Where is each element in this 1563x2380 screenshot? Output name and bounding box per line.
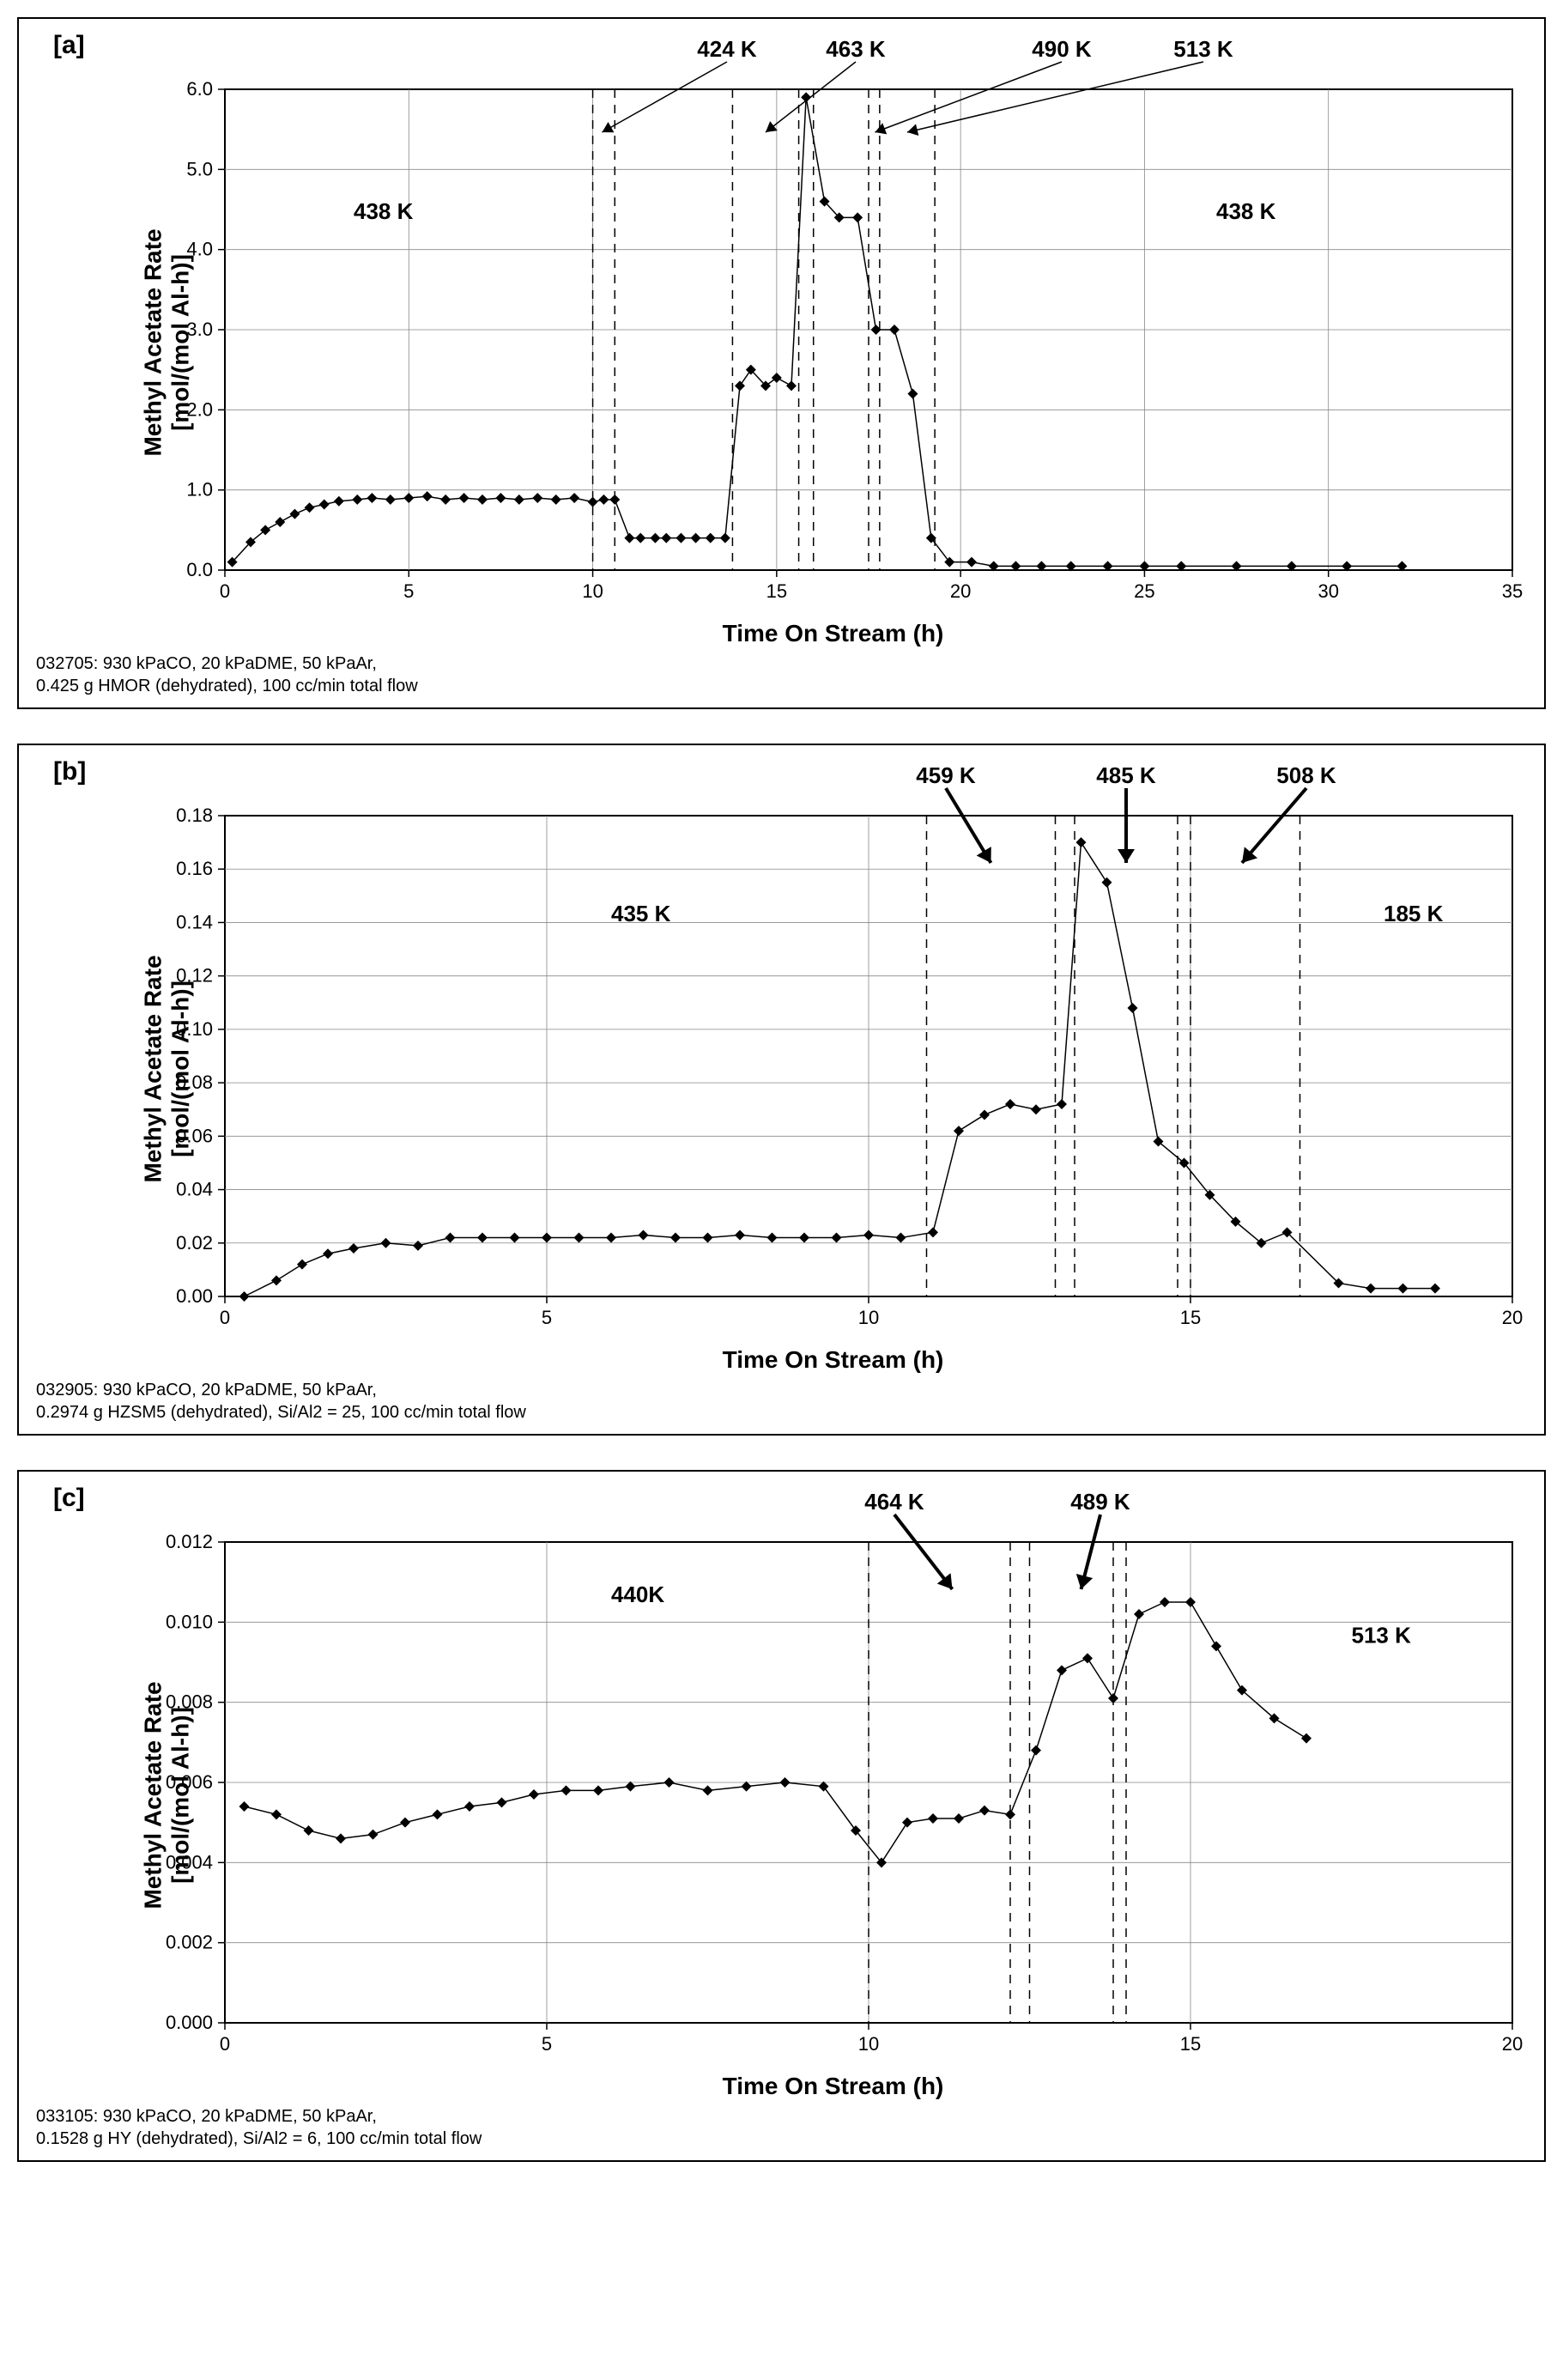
y-axis-title-c: Methyl Acetate Rate [mol/(mol Al-h)] <box>140 1681 195 1909</box>
svg-text:513 K: 513 K <box>1173 38 1233 62</box>
panel-label-b: [b] <box>53 757 86 786</box>
svg-text:5: 5 <box>542 1307 552 1328</box>
svg-text:463 K: 463 K <box>826 38 886 62</box>
svg-text:5: 5 <box>403 580 414 602</box>
svg-text:35: 35 <box>1502 580 1523 602</box>
svg-text:424 K: 424 K <box>697 38 757 62</box>
svg-text:485 K: 485 K <box>1096 764 1156 788</box>
chart-c: 0.0000.0020.0040.0060.0080.0100.01205101… <box>148 1491 1530 2066</box>
svg-text:15: 15 <box>1180 1307 1201 1328</box>
svg-text:0.02: 0.02 <box>176 1232 213 1254</box>
caption-a: 032705: 930 kPaCO, 20 kPaDME, 50 kPaAr,0… <box>36 653 1518 697</box>
svg-text:15: 15 <box>1180 2033 1201 2055</box>
panel-label-c: [c] <box>53 1484 85 1513</box>
svg-text:0.00: 0.00 <box>176 1285 213 1307</box>
y-axis-title-line1: Methyl Acetate Rate <box>140 955 167 1182</box>
svg-text:5: 5 <box>542 2033 552 2055</box>
svg-text:508 K: 508 K <box>1276 764 1336 788</box>
svg-text:6.0: 6.0 <box>186 78 213 100</box>
y-axis-title-a: Methyl Acetate Rate [mol/(mol Al-h)] <box>140 228 195 456</box>
svg-text:0.14: 0.14 <box>176 911 213 932</box>
x-axis-title-b: Time On Stream (h) <box>148 1346 1518 1374</box>
svg-text:440K: 440K <box>611 1582 664 1607</box>
svg-text:0.000: 0.000 <box>166 2012 213 2033</box>
svg-text:15: 15 <box>766 580 787 602</box>
panel-a: [a] Methyl Acetate Rate [mol/(mol Al-h)]… <box>17 17 1546 709</box>
svg-text:438 K: 438 K <box>1216 198 1276 224</box>
svg-text:0.002: 0.002 <box>166 1932 213 1953</box>
panel-b: [b] Methyl Acetate Rate [mol/(mol Al-h)]… <box>17 744 1546 1436</box>
svg-text:464 K: 464 K <box>864 1491 924 1515</box>
svg-text:30: 30 <box>1318 580 1338 602</box>
svg-text:20: 20 <box>1502 1307 1523 1328</box>
svg-text:459 K: 459 K <box>916 764 976 788</box>
caption-c: 033105: 930 kPaCO, 20 kPaDME, 50 kPaAr,0… <box>36 2105 1518 2150</box>
svg-text:0: 0 <box>220 2033 230 2055</box>
svg-text:0.0: 0.0 <box>186 559 213 580</box>
svg-text:0.010: 0.010 <box>166 1611 213 1632</box>
svg-text:0.16: 0.16 <box>176 858 213 879</box>
svg-text:20: 20 <box>950 580 971 602</box>
chart-wrap-c: Methyl Acetate Rate [mol/(mol Al-h)] 0.0… <box>148 1491 1518 2100</box>
x-axis-title-a: Time On Stream (h) <box>148 620 1518 647</box>
svg-text:489 K: 489 K <box>1070 1491 1130 1515</box>
svg-text:0.18: 0.18 <box>176 804 213 826</box>
svg-text:185 K: 185 K <box>1384 901 1444 926</box>
chart-wrap-b: Methyl Acetate Rate [mol/(mol Al-h)] 0.0… <box>148 764 1518 1374</box>
chart-wrap-a: Methyl Acetate Rate [mol/(mol Al-h)] 0.0… <box>148 38 1518 647</box>
svg-text:5.0: 5.0 <box>186 158 213 179</box>
x-axis-title-c: Time On Stream (h) <box>148 2073 1518 2100</box>
svg-text:25: 25 <box>1134 580 1154 602</box>
panel-label-a: [a] <box>53 31 85 60</box>
caption-b: 032905: 930 kPaCO, 20 kPaDME, 50 kPaAr,0… <box>36 1379 1518 1424</box>
svg-text:0: 0 <box>220 1307 230 1328</box>
y-axis-title-line2: [mol/(mol Al-h)] <box>167 1707 194 1884</box>
svg-text:10: 10 <box>858 2033 879 2055</box>
svg-text:438 K: 438 K <box>354 198 414 224</box>
y-axis-title-line2: [mol/(mol Al-h)] <box>167 254 194 431</box>
svg-text:490 K: 490 K <box>1032 38 1092 62</box>
y-axis-title-line2: [mol/(mol Al-h)] <box>167 981 194 1157</box>
svg-text:20: 20 <box>1502 2033 1523 2055</box>
chart-a: 0.01.02.03.04.05.06.005101520253035438 K… <box>148 38 1530 613</box>
y-axis-title-line1: Methyl Acetate Rate <box>140 228 167 456</box>
svg-text:10: 10 <box>858 1307 879 1328</box>
svg-text:513 K: 513 K <box>1352 1623 1412 1648</box>
svg-text:1.0: 1.0 <box>186 479 213 501</box>
svg-text:10: 10 <box>582 580 603 602</box>
y-axis-title-b: Methyl Acetate Rate [mol/(mol Al-h)] <box>140 955 195 1182</box>
svg-text:0: 0 <box>220 580 230 602</box>
chart-b: 0.000.020.040.060.080.100.120.140.160.18… <box>148 764 1530 1339</box>
y-axis-title-line1: Methyl Acetate Rate <box>140 1681 167 1909</box>
svg-text:435 K: 435 K <box>611 901 671 926</box>
svg-text:0.012: 0.012 <box>166 1531 213 1552</box>
panel-c: [c] Methyl Acetate Rate [mol/(mol Al-h)]… <box>17 1470 1546 2162</box>
